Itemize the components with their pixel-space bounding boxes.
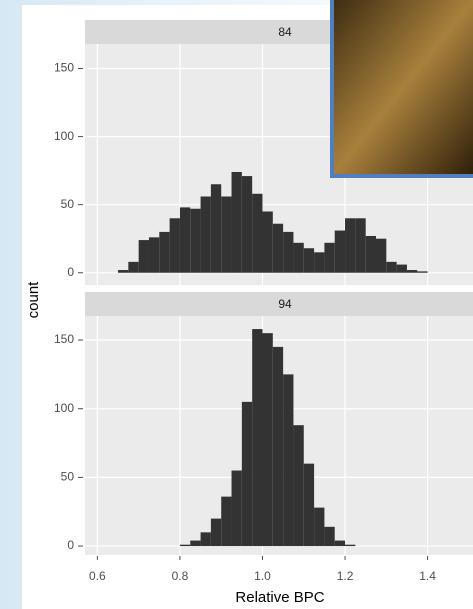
- bar: [386, 262, 396, 273]
- bar: [139, 240, 149, 273]
- bar: [232, 172, 242, 273]
- bar: [201, 196, 211, 272]
- bar: [262, 333, 272, 546]
- bar: [118, 270, 128, 273]
- bar: [345, 218, 355, 272]
- page: 84 0 50 100 150 count 94 0 50 100 150 0.6 0.8 1.0 1.2 1…: [0, 0, 473, 609]
- bar: [293, 425, 303, 546]
- bar: [211, 184, 221, 273]
- y-tick-label: 50: [61, 470, 75, 484]
- bar: [232, 471, 242, 547]
- bar: [242, 402, 252, 546]
- bar: [304, 248, 314, 273]
- strip-label: 94: [278, 297, 292, 311]
- bar: [190, 209, 200, 273]
- bar: [314, 508, 324, 546]
- photo-inset: [332, 0, 473, 176]
- x-axis-label: Relative BPC: [235, 589, 324, 606]
- x-tick-label: 1.4: [419, 569, 436, 583]
- bar: [252, 329, 262, 546]
- bar: [242, 176, 252, 273]
- y-axis-label: count: [25, 281, 42, 319]
- bar: [190, 541, 200, 546]
- x-tick-label: 1.0: [254, 569, 271, 583]
- x-tick-label: 1.2: [337, 569, 354, 583]
- bar: [314, 252, 324, 272]
- bar: [149, 237, 159, 272]
- bar: [335, 231, 345, 273]
- x-tick-label: 0.8: [172, 569, 189, 583]
- strip-label: 84: [278, 25, 292, 39]
- y-tick-label: 100: [54, 401, 74, 415]
- bar: [221, 497, 231, 546]
- bar: [180, 207, 190, 272]
- bar: [376, 239, 386, 273]
- bar: [273, 347, 283, 546]
- bar: [283, 232, 293, 273]
- bar: [304, 464, 314, 546]
- y-tick-label: 100: [54, 129, 74, 143]
- bar: [283, 374, 293, 546]
- bar: [324, 527, 334, 546]
- panel: 94: [85, 292, 473, 555]
- bar: [335, 541, 345, 546]
- bar: [262, 211, 272, 272]
- bar: [201, 532, 211, 546]
- chart: 84 0 50 100 150 count 94 0 50 100 150 0.6 0.8 1.0 1.2 1…: [0, 0, 473, 609]
- bar: [159, 232, 169, 273]
- bar: [324, 243, 334, 273]
- y-tick-label: 50: [61, 197, 75, 211]
- y-tick-label: 0: [67, 538, 74, 552]
- bar: [211, 519, 221, 546]
- x-tick-label: 0.6: [89, 569, 106, 583]
- bar: [170, 218, 180, 272]
- bar: [273, 224, 283, 273]
- bar: [128, 262, 138, 273]
- y-tick-label: 150: [54, 61, 74, 75]
- bar: [252, 194, 262, 273]
- bar: [366, 236, 376, 273]
- bar: [221, 196, 231, 272]
- y-tick-label: 0: [67, 265, 74, 279]
- bar: [293, 243, 303, 273]
- bar: [345, 545, 355, 546]
- bar: [397, 265, 407, 273]
- bar: [180, 545, 190, 546]
- y-tick-label: 150: [54, 332, 74, 346]
- bar: [417, 271, 427, 272]
- bar: [355, 218, 365, 272]
- bar: [407, 270, 417, 273]
